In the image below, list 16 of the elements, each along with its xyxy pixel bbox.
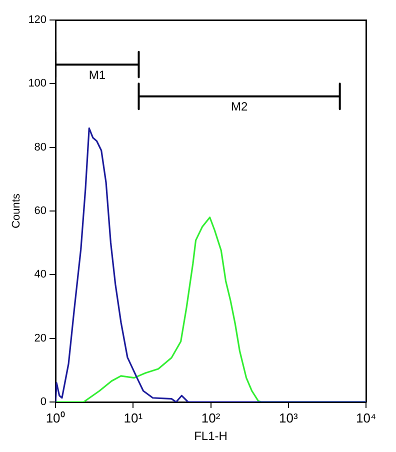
y-tick-label: 80	[34, 141, 47, 154]
x-axis-title: FL1-H	[194, 429, 228, 444]
y-tick-label: 100	[28, 78, 47, 90]
y-tick-label: 120	[28, 14, 47, 26]
y-tick-label: 60	[34, 205, 47, 218]
y-axis-title: Counts	[10, 193, 23, 228]
y-tick-label: 40	[34, 268, 47, 281]
y-tick-label: 20	[34, 332, 47, 344]
x-tick-label: 10³	[278, 410, 298, 426]
series-label: M2	[230, 100, 248, 114]
x-tick-label: 10⁰	[46, 410, 66, 426]
x-tick-label: 10²	[201, 410, 221, 426]
y-tick-label: 0	[40, 396, 47, 408]
x-tick-label: 10¹	[124, 410, 144, 426]
series-label: M1	[88, 68, 106, 82]
x-tick-label: 10⁴	[356, 410, 376, 426]
